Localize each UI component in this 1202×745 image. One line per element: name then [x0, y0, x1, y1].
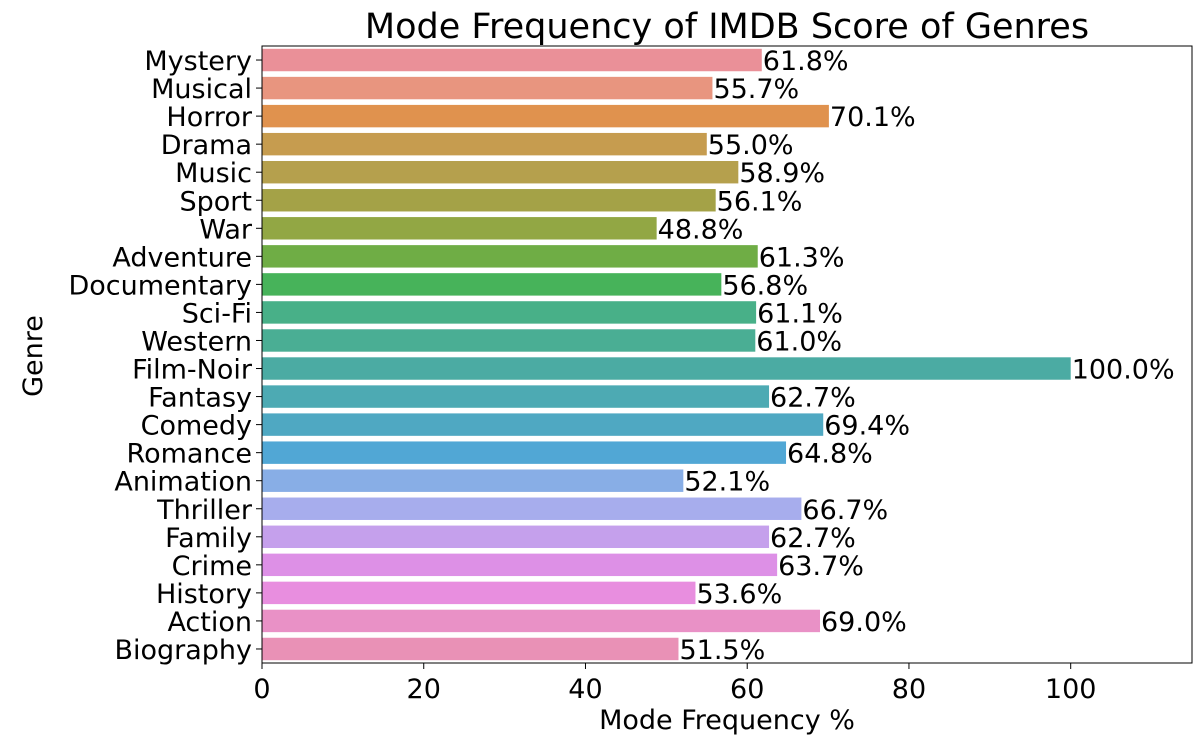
y-tick-label-western: Western — [141, 326, 252, 357]
bar-sport — [262, 189, 716, 212]
y-tick-label-sci-fi: Sci-Fi — [182, 298, 252, 329]
bar-sci-fi — [262, 301, 757, 324]
plot-area: 61.8% Mystery 55.7% Musical 70.1% Horror 55.0%… — [68, 45, 1193, 705]
data-label-horror: 70.1% — [830, 102, 916, 133]
chart-title: Mode Frequency of IMDB Score of Genres — [365, 7, 1089, 47]
bar-musical — [262, 76, 713, 100]
x-tick-label: 100 — [1045, 674, 1097, 705]
y-tick-label-music: Music — [175, 158, 252, 189]
x-tick-label: 0 — [253, 674, 270, 705]
data-label-fantasy: 62.7% — [770, 383, 856, 414]
y-tick-label-mystery: Mystery — [144, 46, 252, 77]
y-tick-label-animation: Animation — [114, 467, 252, 498]
bar-documentary — [262, 273, 722, 296]
y-tick-label-adventure: Adventure — [112, 242, 252, 273]
bar-fantasy — [262, 385, 770, 408]
data-label-action: 69.0% — [821, 607, 907, 638]
y-axis-label: Genre — [18, 315, 49, 397]
bar-western — [262, 329, 756, 352]
bar-horror — [262, 104, 829, 128]
bar-music — [262, 160, 739, 184]
y-tick-label-war: War — [199, 214, 253, 245]
bar-history — [262, 581, 696, 605]
data-label-musical: 55.7% — [713, 74, 799, 105]
bar-drama — [262, 132, 707, 156]
y-tick-label-biography: Biography — [114, 635, 252, 666]
data-label-family: 62.7% — [770, 523, 856, 554]
bar-comedy — [262, 413, 824, 436]
data-label-adventure: 61.3% — [759, 242, 845, 273]
bar-animation — [262, 469, 684, 492]
bar-war — [262, 217, 657, 240]
bar-action — [262, 609, 820, 633]
y-tick-label-drama: Drama — [161, 130, 252, 161]
bar-romance — [262, 441, 787, 464]
data-label-thriller: 66.7% — [802, 495, 888, 526]
y-tick-label-fantasy: Fantasy — [148, 383, 252, 414]
data-label-comedy: 69.4% — [824, 411, 910, 442]
y-tick-label-thriller: Thriller — [156, 495, 253, 526]
data-label-drama: 55.0% — [708, 130, 794, 161]
bar-family — [262, 525, 770, 549]
data-label-music: 58.9% — [739, 158, 825, 189]
y-tick-label-comedy: Comedy — [141, 411, 252, 442]
y-tick-label-documentary: Documentary — [68, 270, 252, 301]
bar-mystery — [262, 48, 762, 72]
bar-film-noir — [262, 357, 1071, 380]
data-label-crime: 63.7% — [778, 551, 864, 582]
bar-biography — [262, 637, 679, 661]
data-label-history: 53.6% — [696, 579, 782, 610]
data-label-mystery: 61.8% — [763, 46, 849, 77]
y-tick-label-horror: Horror — [166, 102, 252, 133]
x-axis-label: Mode Frequency % — [599, 705, 855, 736]
bar-thriller — [262, 497, 802, 520]
y-tick-label-action: Action — [167, 607, 252, 638]
y-tick-label-family: Family — [165, 523, 252, 554]
data-label-western: 61.0% — [756, 326, 842, 357]
data-label-sci-fi: 61.1% — [757, 298, 843, 329]
data-label-animation: 52.1% — [684, 467, 770, 498]
x-tick-label: 60 — [730, 674, 764, 705]
x-tick-label: 40 — [568, 674, 602, 705]
data-label-sport: 56.1% — [717, 186, 803, 217]
x-tick-label: 80 — [892, 674, 926, 705]
y-tick-label-film-noir: Film-Noir — [132, 355, 253, 386]
data-label-war: 48.8% — [658, 214, 744, 245]
y-tick-label-crime: Crime — [172, 551, 252, 582]
y-tick-label-history: History — [156, 579, 252, 610]
y-tick-label-musical: Musical — [151, 74, 252, 105]
bar-adventure — [262, 245, 758, 268]
data-label-documentary: 56.8% — [722, 270, 808, 301]
y-tick-label-sport: Sport — [180, 186, 252, 217]
data-label-biography: 51.5% — [679, 635, 765, 666]
plot-frame — [261, 45, 1193, 664]
data-label-romance: 64.8% — [787, 439, 873, 470]
data-label-film-noir: 100.0% — [1072, 355, 1175, 386]
bar-crime — [262, 553, 778, 577]
x-tick-label: 20 — [407, 674, 441, 705]
y-tick-label-romance: Romance — [127, 439, 252, 470]
